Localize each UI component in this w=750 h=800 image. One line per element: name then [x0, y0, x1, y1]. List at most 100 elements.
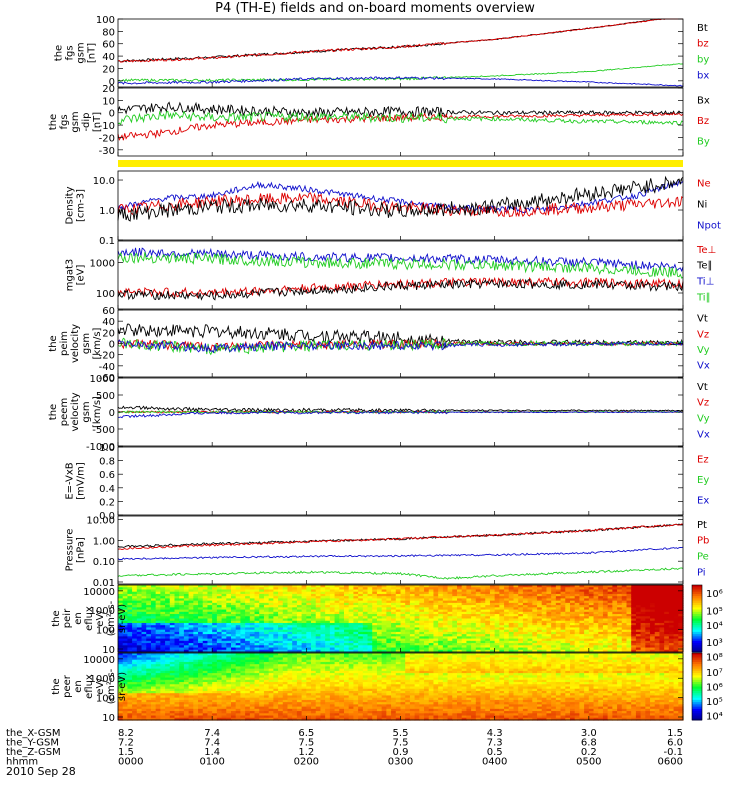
- heatmap-cell: [475, 607, 482, 611]
- heatmap-cell: [650, 602, 656, 606]
- heatmap-cell: [263, 640, 270, 644]
- heatmap-cell: [122, 675, 129, 679]
- heatmap-cell: [485, 638, 491, 642]
- heatmap-cell: [400, 645, 406, 649]
- legend-entry: Vz: [697, 398, 709, 409]
- heatmap-cell: [160, 596, 166, 599]
- heatmap-cell: [301, 589, 307, 593]
- heatmap-cell: [541, 593, 548, 597]
- heatmap-cell: [212, 589, 218, 593]
- heatmap-cell: [165, 643, 171, 646]
- heatmap-cell: [198, 591, 204, 595]
- heatmap-cell: [212, 708, 218, 712]
- y-tick-label: 60: [102, 306, 115, 317]
- legend-entry: Te⊥: [696, 245, 716, 256]
- heatmap-cell: [348, 616, 355, 620]
- heatmap-cell: [438, 587, 444, 591]
- heatmap-cell: [339, 589, 345, 593]
- heatmap-cell: [216, 657, 223, 661]
- heatmap-cell: [508, 607, 515, 611]
- heatmap-cell: [160, 622, 166, 626]
- heatmap-cell: [240, 653, 246, 656]
- heatmap-cell: [565, 607, 571, 611]
- heatmap-cell: [127, 607, 133, 611]
- heatmap-cell: [296, 627, 303, 631]
- heatmap-cell: [499, 631, 505, 635]
- y-axis-label: [nT]: [87, 43, 98, 63]
- heatmap-cell: [570, 634, 576, 637]
- heatmap-cell: [273, 625, 279, 629]
- heatmap-cell: [263, 675, 270, 679]
- heatmap-cell: [570, 645, 576, 649]
- heatmap-cell: [607, 638, 613, 642]
- heatmap-cell: [452, 589, 458, 593]
- heatmap-cell: [664, 638, 670, 642]
- heatmap-cell: [311, 627, 317, 631]
- heatmap-cell: [485, 629, 491, 633]
- heatmap-cell: [372, 602, 378, 606]
- heatmap-cell: [254, 661, 260, 665]
- heatmap-cell: [122, 682, 129, 685]
- heatmap-cell: [282, 647, 289, 651]
- heatmap-cell: [245, 670, 251, 674]
- heatmap-cell: [183, 645, 190, 649]
- heatmap-cell: [640, 609, 646, 613]
- heatmap-cell: [118, 675, 124, 679]
- heatmap-cell: [127, 622, 133, 626]
- colorbar-label: 10⁵: [706, 606, 723, 617]
- y-tick-label: 0: [109, 77, 115, 88]
- heatmap-cell: [263, 649, 270, 653]
- heatmap-cell: [183, 679, 190, 683]
- heatmap-cell: [245, 631, 251, 635]
- heatmap-cell: [198, 640, 204, 644]
- heatmap-cell: [150, 711, 157, 714]
- legend-entry: Vt: [697, 382, 708, 393]
- heatmap-cell: [485, 634, 491, 637]
- heatmap-cell: [188, 587, 194, 591]
- heatmap-cell: [122, 717, 129, 721]
- heatmap-cell: [329, 596, 336, 599]
- heatmap-cell: [296, 645, 303, 649]
- colorbar-segment: [692, 611, 702, 615]
- heatmap-cell: [555, 643, 562, 646]
- heatmap-cell: [659, 645, 665, 649]
- heatmap-cell: [664, 620, 670, 624]
- heatmap-cell: [433, 616, 439, 620]
- heatmap-cell: [678, 627, 684, 631]
- heatmap-cell: [282, 596, 289, 599]
- heatmap-cell: [150, 643, 157, 646]
- heatmap-cell: [141, 693, 147, 697]
- heatmap-cell: [141, 585, 147, 588]
- heatmap-cell: [419, 629, 425, 633]
- heatmap-cell: [118, 686, 124, 690]
- heatmap-cell: [504, 602, 510, 606]
- heatmap-cell: [174, 673, 180, 676]
- y-tick-label: -40: [99, 362, 115, 373]
- heatmap-cell: [160, 715, 166, 719]
- heatmap-cell: [311, 640, 317, 644]
- heatmap-cell: [136, 647, 143, 651]
- heatmap-cell: [292, 643, 298, 646]
- heatmap-cell: [136, 668, 143, 672]
- heatmap-cell: [353, 589, 359, 593]
- heatmap-cell: [508, 631, 515, 635]
- heatmap-cell: [221, 715, 227, 719]
- y-axis-label: sr-eV): [117, 604, 128, 633]
- heatmap-cell: [292, 605, 298, 608]
- heatmap-cell: [183, 607, 190, 611]
- heatmap-cell: [485, 593, 491, 597]
- heatmap-cell: [329, 587, 336, 591]
- heatmap-cell: [263, 616, 270, 620]
- heatmap-cell: [400, 614, 406, 617]
- heatmap-cell: [447, 645, 453, 649]
- heatmap-cell: [296, 625, 303, 629]
- heatmap-cell: [174, 679, 180, 683]
- heatmap-cell: [457, 607, 463, 611]
- heatmap-cell: [311, 614, 317, 617]
- heatmap-cell: [127, 618, 133, 622]
- heatmap-cell: [282, 697, 289, 701]
- y-tick-label: 0.2: [99, 497, 115, 508]
- heatmap-cell: [273, 706, 279, 710]
- heatmap-cell: [263, 659, 270, 663]
- heatmap-cell: [551, 636, 557, 640]
